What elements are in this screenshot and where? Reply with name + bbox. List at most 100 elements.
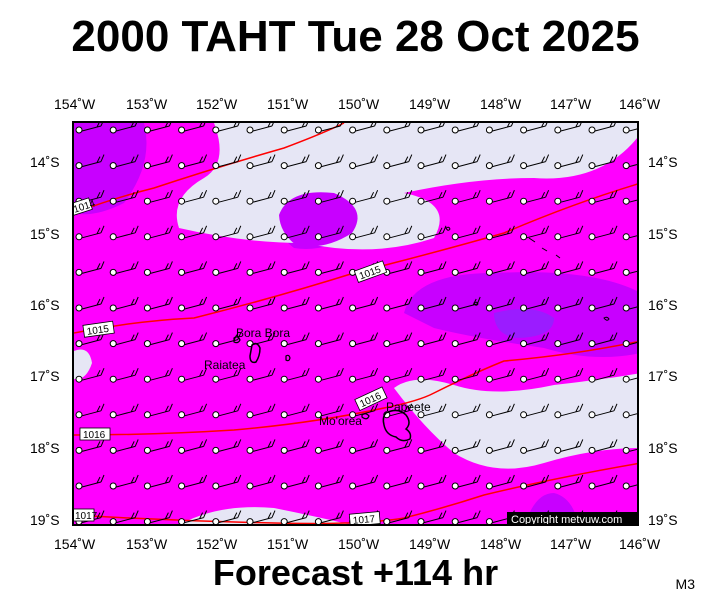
wind-barb (485, 332, 515, 348)
wind-barb (314, 403, 344, 419)
wind-barb (212, 474, 242, 490)
wind-barb (246, 190, 276, 205)
wind-barb (485, 474, 515, 490)
wind-barb (383, 296, 413, 312)
wind-barb (383, 439, 413, 454)
lon-label-top: 154˚W (54, 96, 96, 112)
wind-barb (520, 225, 550, 241)
weather-map: Bora Bora Raiatea Mo'orea Papeete 1014 1… (72, 121, 639, 526)
wind-barb (349, 190, 379, 205)
wind-barb (417, 225, 447, 241)
lon-label-top: 153˚W (126, 96, 168, 112)
wind-barb (554, 403, 584, 419)
wind-barb (178, 225, 208, 241)
atoll-4 (528, 237, 561, 259)
forecast-label: Forecast +114 hr (212, 552, 499, 593)
wind-barb (485, 296, 515, 312)
island-huahine (285, 354, 291, 362)
wind-barb (417, 332, 447, 348)
wind-barb (314, 190, 344, 205)
wind-barb (417, 368, 447, 383)
wind-barb (349, 439, 379, 454)
wind-barb (622, 233, 637, 241)
wind-barb (383, 332, 413, 348)
wind-barb (212, 510, 242, 524)
wind-barb (314, 510, 344, 524)
wind-barb (246, 474, 276, 490)
lon-label-bottom: 151˚W (267, 536, 309, 552)
wind-barb (280, 474, 310, 490)
atoll-1 (473, 301, 479, 306)
wind-barb (109, 190, 139, 205)
wind-barb (178, 332, 208, 348)
wind-barb (178, 403, 208, 419)
wind-barb (143, 261, 173, 276)
wind-barb (622, 375, 637, 383)
wind-barb (520, 261, 550, 276)
wind-barb (246, 261, 276, 276)
wind-barb (554, 190, 584, 205)
wind-barb (485, 123, 514, 134)
wind-barb (314, 474, 344, 490)
place-label-raiatea: Raiatea (204, 358, 246, 372)
isobar-label: 1016 (79, 427, 111, 441)
wind-barb (417, 296, 447, 312)
lat-label-left: 16˚S (30, 297, 60, 313)
wind-barb (314, 225, 344, 241)
lon-label-top: 148˚W (480, 96, 522, 112)
wind-barb (622, 126, 637, 134)
atoll-3 (603, 316, 610, 321)
wind-barb (178, 154, 208, 170)
lon-label-bottom: 150˚W (338, 536, 380, 552)
wind-barb (554, 474, 584, 490)
wind-barb (178, 190, 208, 205)
wind-barb (520, 439, 550, 454)
wind-barb (554, 368, 584, 383)
wind-barb (622, 446, 637, 454)
wind-barb (520, 123, 548, 134)
place-label-papeete: Papeete (386, 400, 431, 414)
wind-barbs (75, 123, 637, 524)
svg-text:1017: 1017 (352, 514, 376, 526)
wind-barb (143, 510, 173, 524)
wind-barb (349, 332, 379, 348)
isobar-label: 1015 (82, 320, 115, 338)
island-tahiti (382, 409, 412, 442)
wind-barb (520, 474, 550, 490)
wind-barb (417, 261, 447, 276)
wind-barb (143, 123, 172, 134)
wind-barb (314, 439, 344, 454)
wind-barb (451, 154, 481, 170)
wind-barb (554, 123, 582, 134)
wind-barb (314, 123, 343, 134)
wind-barb (417, 403, 447, 419)
wind-barb (75, 296, 105, 312)
wind-barb (212, 439, 242, 454)
violet-region-center-over (279, 192, 358, 247)
wind-barb (314, 296, 344, 312)
wind-barb (520, 368, 550, 383)
wind-barb (383, 368, 413, 383)
wind-barb (143, 225, 173, 241)
wind-barb (246, 439, 276, 454)
wind-barb (143, 332, 173, 348)
wind-barb (383, 474, 413, 490)
wind-barb (212, 261, 242, 276)
wind-barb (75, 123, 103, 134)
wind-barb (246, 154, 276, 170)
wind-barb (109, 225, 139, 241)
svg-text:1017: 1017 (75, 511, 98, 522)
wind-barb (280, 261, 310, 276)
wind-barb (451, 439, 481, 454)
wind-barb (485, 403, 515, 419)
lon-label-bottom: 146˚W (619, 536, 661, 552)
lat-label-right: 19˚S (648, 512, 678, 528)
wind-barb (109, 368, 139, 383)
atoll-2 (445, 226, 451, 231)
wind-barb (451, 225, 481, 241)
wind-barb (75, 403, 105, 419)
wind-barb (75, 474, 105, 490)
wind-barb (178, 439, 208, 454)
wind-barb (554, 439, 584, 454)
lat-label-left: 15˚S (30, 226, 60, 242)
